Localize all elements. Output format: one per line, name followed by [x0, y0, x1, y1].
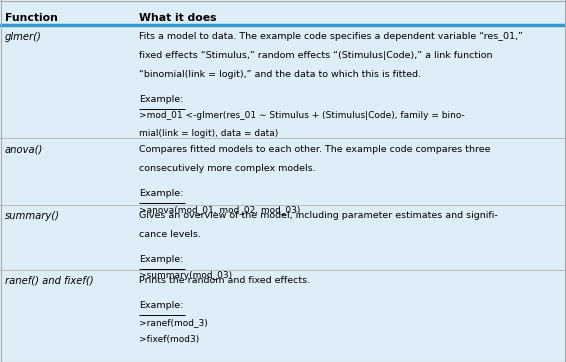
Text: Fits a model to data. The example code specifies a dependent variable “res_01,”: Fits a model to data. The example code s… [139, 32, 522, 41]
Text: anova(): anova() [5, 145, 43, 155]
Text: “binomial(link = logit),” and the data to which this is fitted.: “binomial(link = logit),” and the data t… [139, 70, 421, 79]
Text: ranef() and fixef(): ranef() and fixef() [5, 276, 93, 286]
Text: consecutively more complex models.: consecutively more complex models. [139, 164, 315, 173]
Text: summary(): summary() [5, 211, 59, 221]
Text: >summary(mod_03): >summary(mod_03) [139, 272, 232, 281]
Text: What it does: What it does [139, 13, 216, 23]
Text: Function: Function [5, 13, 57, 23]
Text: mial(link = logit), data = data): mial(link = logit), data = data) [139, 129, 278, 138]
Text: cance levels.: cance levels. [139, 230, 200, 239]
Text: Example:: Example: [139, 255, 183, 264]
Text: >ranef(mod_3): >ranef(mod_3) [139, 318, 207, 327]
Text: glmer(): glmer() [5, 32, 41, 42]
Text: Prints the random and fixed effects.: Prints the random and fixed effects. [139, 276, 310, 285]
Text: Compares fitted models to each other. The example code compares three: Compares fitted models to each other. Th… [139, 145, 490, 154]
Text: Example:: Example: [139, 189, 183, 198]
Text: fixed effects “Stimulus,” random effects “(Stimulus|Code),” a link function: fixed effects “Stimulus,” random effects… [139, 51, 492, 60]
Text: Example:: Example: [139, 301, 183, 310]
Text: Example:: Example: [139, 95, 183, 104]
Text: Gives an overview of the model, including parameter estimates and signifi-: Gives an overview of the model, includin… [139, 211, 498, 220]
Text: >mod_01 <-glmer(res_01 ∼ Stimulus + (Stimulus|Code), family = bino-: >mod_01 <-glmer(res_01 ∼ Stimulus + (Sti… [139, 111, 465, 121]
Text: >anova(mod_01, mod_02, mod_03): >anova(mod_01, mod_02, mod_03) [139, 206, 300, 215]
Text: >fixef(mod3): >fixef(mod3) [139, 335, 199, 344]
